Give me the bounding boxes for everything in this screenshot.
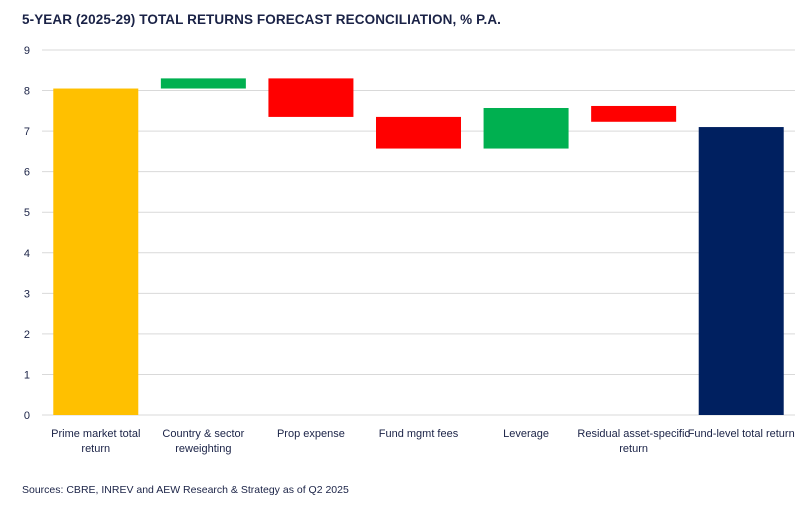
- category-label-6: Fund-level total return: [688, 428, 795, 440]
- bar-6-total_end: [698, 127, 784, 416]
- waterfall-chart: 0 1 2 3 4 5 6 7 8 9 Prime market total return Count…: [24, 45, 795, 455]
- category-label-line: Fund mgmt fees: [379, 428, 459, 440]
- bar-5-decrease: [591, 105, 677, 122]
- source-note: Sources: CBRE, INREV and AEW Research & …: [22, 484, 349, 496]
- y-tick-label-1: 1: [24, 369, 30, 381]
- bar-2-decrease: [268, 78, 354, 117]
- category-label-1: Country & sector reweighting: [162, 428, 244, 455]
- y-tick-label-7: 7: [24, 126, 30, 138]
- category-label-0: Prime market total return: [51, 428, 140, 455]
- y-tick-label-0: 0: [24, 410, 30, 422]
- category-label-line: reweighting: [175, 443, 231, 455]
- category-label-3: Fund mgmt fees: [379, 428, 459, 440]
- category-label-line: Country & sector: [162, 428, 244, 440]
- category-label-line: Residual asset-specific: [577, 428, 690, 440]
- y-tick-label-6: 6: [24, 167, 30, 179]
- x-axis-category-labels: Prime market total return Country & sector…: [51, 428, 795, 455]
- y-tick-label-4: 4: [24, 248, 30, 260]
- y-axis-tick-labels: 0 1 2 3 4 5 6 7 8 9: [24, 45, 30, 422]
- category-label-line: Leverage: [503, 428, 549, 440]
- bars: [53, 78, 784, 416]
- category-label-line: Prime market total: [51, 428, 140, 440]
- category-label-line: Prop expense: [277, 428, 345, 440]
- gridlines: [42, 49, 795, 416]
- y-tick-label-5: 5: [24, 207, 30, 219]
- y-tick-label-3: 3: [24, 288, 30, 300]
- category-label-line: return: [81, 443, 110, 455]
- bar-3-decrease: [376, 116, 461, 149]
- category-label-line: Fund-level total return: [688, 428, 795, 440]
- bar-0-total_start: [53, 88, 139, 416]
- category-label-5: Residual asset-specific return: [577, 428, 690, 455]
- y-tick-label-2: 2: [24, 329, 30, 341]
- category-label-2: Prop expense: [277, 428, 345, 440]
- category-label-line: return: [619, 443, 648, 455]
- bar-4-increase: [483, 107, 569, 149]
- bar-1-increase: [160, 78, 246, 89]
- y-tick-label-8: 8: [24, 86, 30, 98]
- chart-title: 5-YEAR (2025-29) TOTAL RETURNS FORECAST …: [22, 12, 502, 27]
- category-label-4: Leverage: [503, 428, 549, 440]
- y-tick-label-9: 9: [24, 45, 30, 57]
